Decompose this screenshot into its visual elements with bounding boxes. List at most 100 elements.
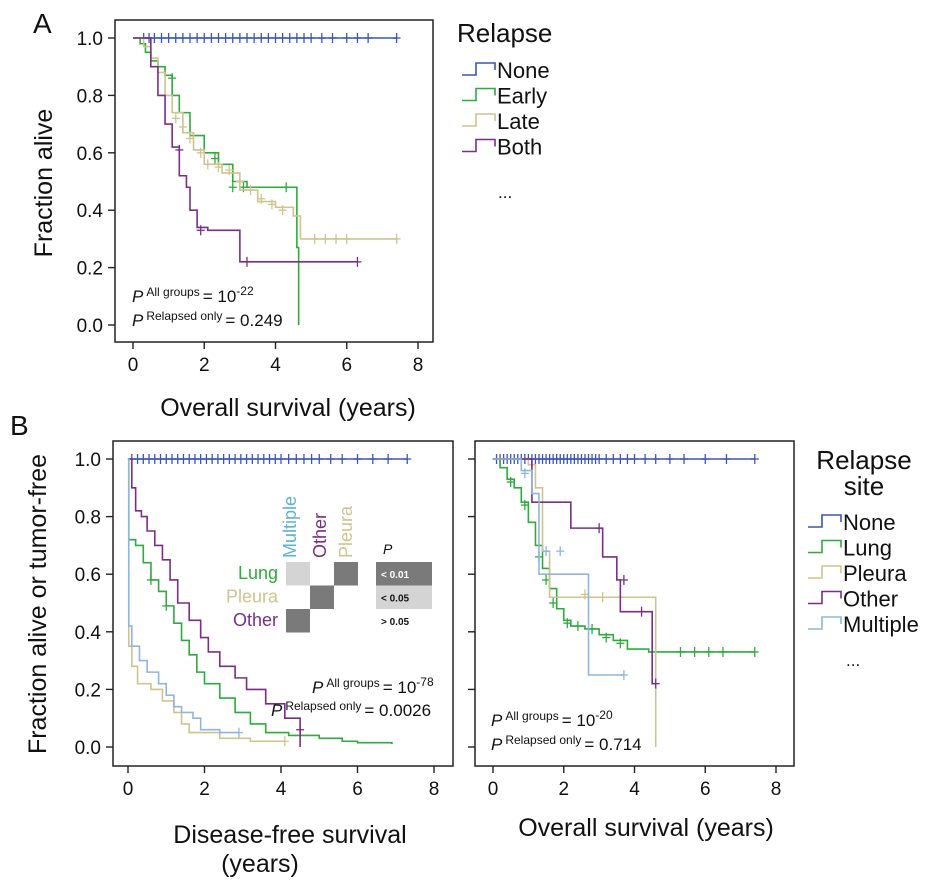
x-tick-label: 2 [199,779,210,800]
chart-b-left-x-axis: 0 2 4 6 8 [123,766,440,800]
chart-b-right-p-relapsed: P Relapsed only = 0.714 [491,733,642,754]
p-relapsed-value: = 0.0026 [364,701,431,720]
chart-b-right-legend-more: ... [846,651,860,670]
chart-a-x-axis: 0 2 4 6 8 [128,342,424,376]
x-tick-label: 0 [488,779,499,800]
p-symbol: P [271,701,283,720]
p-relapsed-superscript: Relapsed only [285,699,361,713]
y-tick-label: 1.0 [75,450,101,471]
y-tick-label: 0.6 [77,144,103,165]
p-all-value: = 10 [383,678,417,697]
p-relapsed-value: = 0.249 [225,311,282,330]
y-tick-label: 0.8 [75,508,101,529]
chart-b-right-legend-title-line1: Relapse [816,445,911,475]
chart-a-p-all: P All groups = 10-22 [132,284,254,306]
chart-b-left-x-label-line1: Disease-free survival [173,821,406,849]
series-late-line [133,37,397,240]
chart-b-right-y-axis [468,458,475,748]
legend-item-early: Early [497,84,547,109]
x-tick-label: 4 [629,779,640,800]
legend-item-pleura: Pleura [843,561,907,586]
x-tick-label: 4 [276,779,287,800]
x-tick-label: 8 [429,779,440,800]
matrix-cell [334,562,358,586]
chart-b-left-curves [127,454,412,747]
chart-a-legend-more: ... [498,183,512,202]
p-all-value: = 10 [203,287,237,306]
series-multiple-line [127,458,239,734]
legend-item-other: Other [843,587,898,612]
chart-b-left-p-relapsed: P Relapsed only = 0.0026 [271,699,431,720]
legend-item-lung: Lung [843,536,892,561]
matrix-p-level-swatch [376,562,432,586]
series-other-line [128,458,301,747]
matrix-column-pleura: Pleura [336,505,356,558]
legend-item-late: Late [497,109,540,134]
x-tick-label: 8 [771,779,782,800]
chart-b-right-p-all: P All groups = 10-20 [491,708,613,730]
p-relapsed-value: = 0.714 [584,735,641,754]
p-all-superscript: All groups [146,285,199,299]
p-symbol: P [132,287,144,306]
p-all-value: = 10 [562,711,596,730]
legend-swatch-pleura [808,565,842,579]
x-tick-label: 4 [270,355,281,376]
series-both-line [133,37,358,263]
chart-b-left-frame [112,440,454,767]
legend-item-none: None [497,58,550,83]
chart-b-right: 0 2 4 6 8 Overall survival (years) P All grou… [468,440,919,842]
y-tick-label: 0.6 [75,565,101,586]
p-relapsed-superscript: Relapsed only [146,309,222,323]
p-all-exponent: -78 [416,675,434,689]
p-symbol: P [491,711,503,730]
chart-a-y-axis: 0.0 0.2 0.4 0.6 0.8 1.0 [77,29,115,337]
p-symbol: P [312,678,324,697]
legend-item-both: Both [497,135,542,160]
p-relapsed-superscript: Relapsed only [505,733,581,747]
panel-label-a: A [33,8,52,39]
chart-b-right-legend-title-line2: site [844,471,884,501]
chart-b-right-curves [492,454,759,747]
chart-b-left-p-all: P All groups = 10-78 [312,675,434,697]
p-all-exponent: -22 [236,284,254,298]
series-lung-line [127,458,393,745]
y-tick-label: 0.2 [77,259,103,280]
p-symbol: P [491,735,503,754]
legend-swatch-late [462,113,496,127]
y-tick-label: 0.2 [75,680,101,701]
chart-a-p-relapsed: P Relapsed only = 0.249 [132,309,283,330]
matrix-row-pleura: Pleura [226,587,279,607]
p-all-superscript: All groups [326,676,379,690]
matrix-column-multiple: Multiple [280,496,300,558]
chart-a-x-label: Overall survival (years) [160,394,416,422]
chart-a-y-label: Fraction alive [30,109,58,258]
y-tick-label: 0.0 [77,316,103,337]
p-all-exponent: -20 [595,708,613,722]
y-tick-label: 0.4 [75,623,102,644]
legend-item-none: None [843,510,896,535]
legend-swatch-other [808,590,842,605]
x-tick-label: 8 [413,355,424,376]
x-tick-label: 0 [123,779,134,800]
matrix-p-level-swatch [376,585,432,609]
x-tick-label: 6 [700,779,711,800]
chart-b-left-y-axis: 0.0 0.2 0.4 0.6 0.8 1.0 [75,450,113,759]
x-tick-label: 0 [128,355,139,376]
series-pleura-line [493,458,657,747]
matrix-p-level-swatch [376,609,432,633]
x-tick-label: 6 [341,355,352,376]
chart-b-left-x-label-line2: (years) [221,850,299,878]
significance-matrix: Multiple Other Pleura Lung Pleura Other P < 0.0… [226,496,432,633]
panel-label-b: B [10,410,29,441]
x-tick-label: 6 [352,779,363,800]
legend-item-multiple: Multiple [843,612,919,637]
y-tick-label: 0.4 [77,201,104,222]
chart-a: 0 2 4 6 8 0.0 0.2 0.4 0.6 0.8 1.0 Overall surviva… [30,18,552,422]
matrix-cell [310,585,334,609]
legend-swatch-both [462,138,496,153]
matrix-cell [286,609,310,633]
x-tick-label: 2 [558,779,569,800]
